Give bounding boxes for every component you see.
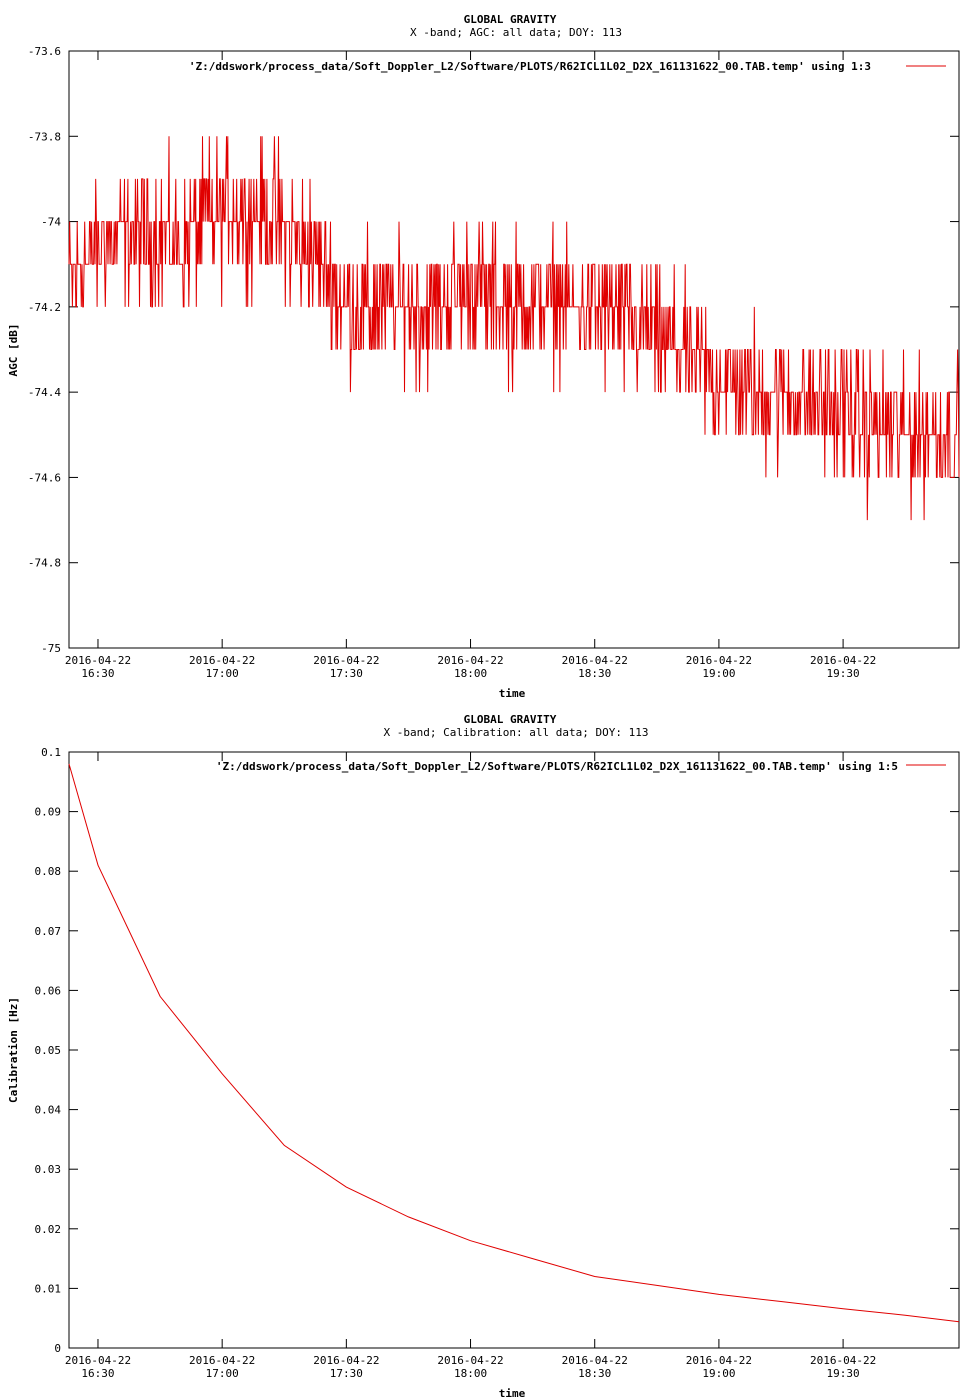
agc-x-axis: 2016-04-2216:302016-04-2217:002016-04-22… — [65, 51, 876, 680]
agc-y-tick-label: -74.4 — [28, 386, 61, 399]
calibration-y-tick-label: 0.07 — [35, 925, 62, 938]
calibration-x-tick-time: 19:00 — [702, 1367, 735, 1380]
agc-legend-label: 'Z:/ddswork/process_data/Soft_Doppler_L2… — [189, 60, 871, 73]
agc-x-tick-date: 2016-04-22 — [562, 654, 628, 667]
agc-x-tick-time: 18:00 — [454, 667, 487, 680]
calibration-legend-label: 'Z:/ddswork/process_data/Soft_Doppler_L2… — [216, 760, 898, 773]
calibration-x-tick-time: 19:30 — [827, 1367, 860, 1380]
calibration-y-axis: 0.1 0.09 0.08 0.07 0.06 0.05 0.04 0.03 0.02 0.01 0 — [35, 746, 959, 1355]
calibration-x-tick-date: 2016-04-22 — [65, 1354, 131, 1367]
calibration-x-tick-time: 17:30 — [330, 1367, 363, 1380]
agc-y-tick-label: -73.8 — [28, 130, 61, 143]
calibration-y-tick-label: 0.09 — [35, 806, 62, 819]
agc-y-tick-label: -73.6 — [28, 45, 61, 58]
calibration-x-tick-time: 18:00 — [454, 1367, 487, 1380]
agc-y-tick-label: -74 — [41, 216, 61, 229]
calibration-x-tick-time: 17:00 — [206, 1367, 239, 1380]
agc-plot-frame — [68, 50, 960, 649]
agc-y-tick-label: -74.2 — [28, 301, 61, 314]
agc-series-line — [68, 136, 960, 521]
calibration-x-tick-date: 2016-04-22 — [562, 1354, 628, 1367]
calibration-y-axis-label: Calibration [Hz] — [7, 997, 20, 1103]
agc-chart: GLOBAL GRAVITY X -band; AGC: all data; D… — [7, 13, 960, 700]
agc-chart-subtitle: X -band; AGC: all data; DOY: 113 — [410, 26, 622, 39]
calibration-x-tick-date: 2016-04-22 — [810, 1354, 876, 1367]
calibration-y-tick-label: 0.03 — [35, 1163, 62, 1176]
agc-x-tick-time: 17:00 — [206, 667, 239, 680]
calibration-series-line — [68, 763, 960, 1323]
calibration-chart-title: GLOBAL GRAVITY — [464, 713, 557, 726]
agc-x-tick-time: 16:30 — [81, 667, 114, 680]
calibration-x-tick-date: 2016-04-22 — [437, 1354, 503, 1367]
agc-x-tick-date: 2016-04-22 — [686, 654, 752, 667]
agc-chart-title: GLOBAL GRAVITY — [464, 13, 557, 26]
calibration-y-tick-label: 0.05 — [35, 1044, 62, 1057]
agc-x-tick-time: 19:00 — [702, 667, 735, 680]
calibration-x-tick-date: 2016-04-22 — [686, 1354, 752, 1367]
calibration-y-tick-label: 0.04 — [35, 1104, 62, 1117]
agc-x-axis-label: time — [499, 687, 526, 700]
calibration-y-tick-label: 0.1 — [41, 746, 61, 759]
calibration-x-tick-time: 18:30 — [578, 1367, 611, 1380]
agc-x-tick-date: 2016-04-22 — [189, 654, 255, 667]
agc-x-tick-date: 2016-04-22 — [313, 654, 379, 667]
agc-x-tick-time: 17:30 — [330, 667, 363, 680]
calibration-x-axis-label: time — [499, 1387, 526, 1400]
calibration-x-axis: 2016-04-2216:302016-04-2217:002016-04-22… — [65, 752, 876, 1380]
agc-y-tick-label: -75 — [41, 642, 61, 655]
calibration-y-tick-label: 0.01 — [35, 1282, 62, 1295]
agc-x-tick-date: 2016-04-22 — [65, 654, 131, 667]
calibration-x-tick-date: 2016-04-22 — [313, 1354, 379, 1367]
agc-y-tick-label: -74.6 — [28, 471, 61, 484]
calibration-y-tick-label: 0.06 — [35, 984, 62, 997]
calibration-chart: GLOBAL GRAVITY X -band; Calibration: all… — [7, 713, 960, 1400]
agc-y-axis: -73.6 -73.8 -74 -74.2 -74.4 -74.6 -74.8 -75 — [28, 45, 959, 655]
calibration-chart-subtitle: X -band; Calibration: all data; DOY: 113 — [384, 726, 649, 739]
calibration-y-tick-label: 0 — [54, 1342, 61, 1355]
calibration-x-tick-time: 16:30 — [81, 1367, 114, 1380]
calibration-y-tick-label: 0.08 — [35, 865, 62, 878]
agc-x-tick-time: 19:30 — [827, 667, 860, 680]
calibration-x-tick-date: 2016-04-22 — [189, 1354, 255, 1367]
agc-y-axis-label: AGC [dB] — [7, 324, 20, 377]
agc-y-tick-label: -74.8 — [28, 557, 61, 570]
agc-x-tick-date: 2016-04-22 — [437, 654, 503, 667]
calibration-y-tick-label: 0.02 — [35, 1223, 62, 1236]
agc-x-tick-time: 18:30 — [578, 667, 611, 680]
agc-x-tick-date: 2016-04-22 — [810, 654, 876, 667]
